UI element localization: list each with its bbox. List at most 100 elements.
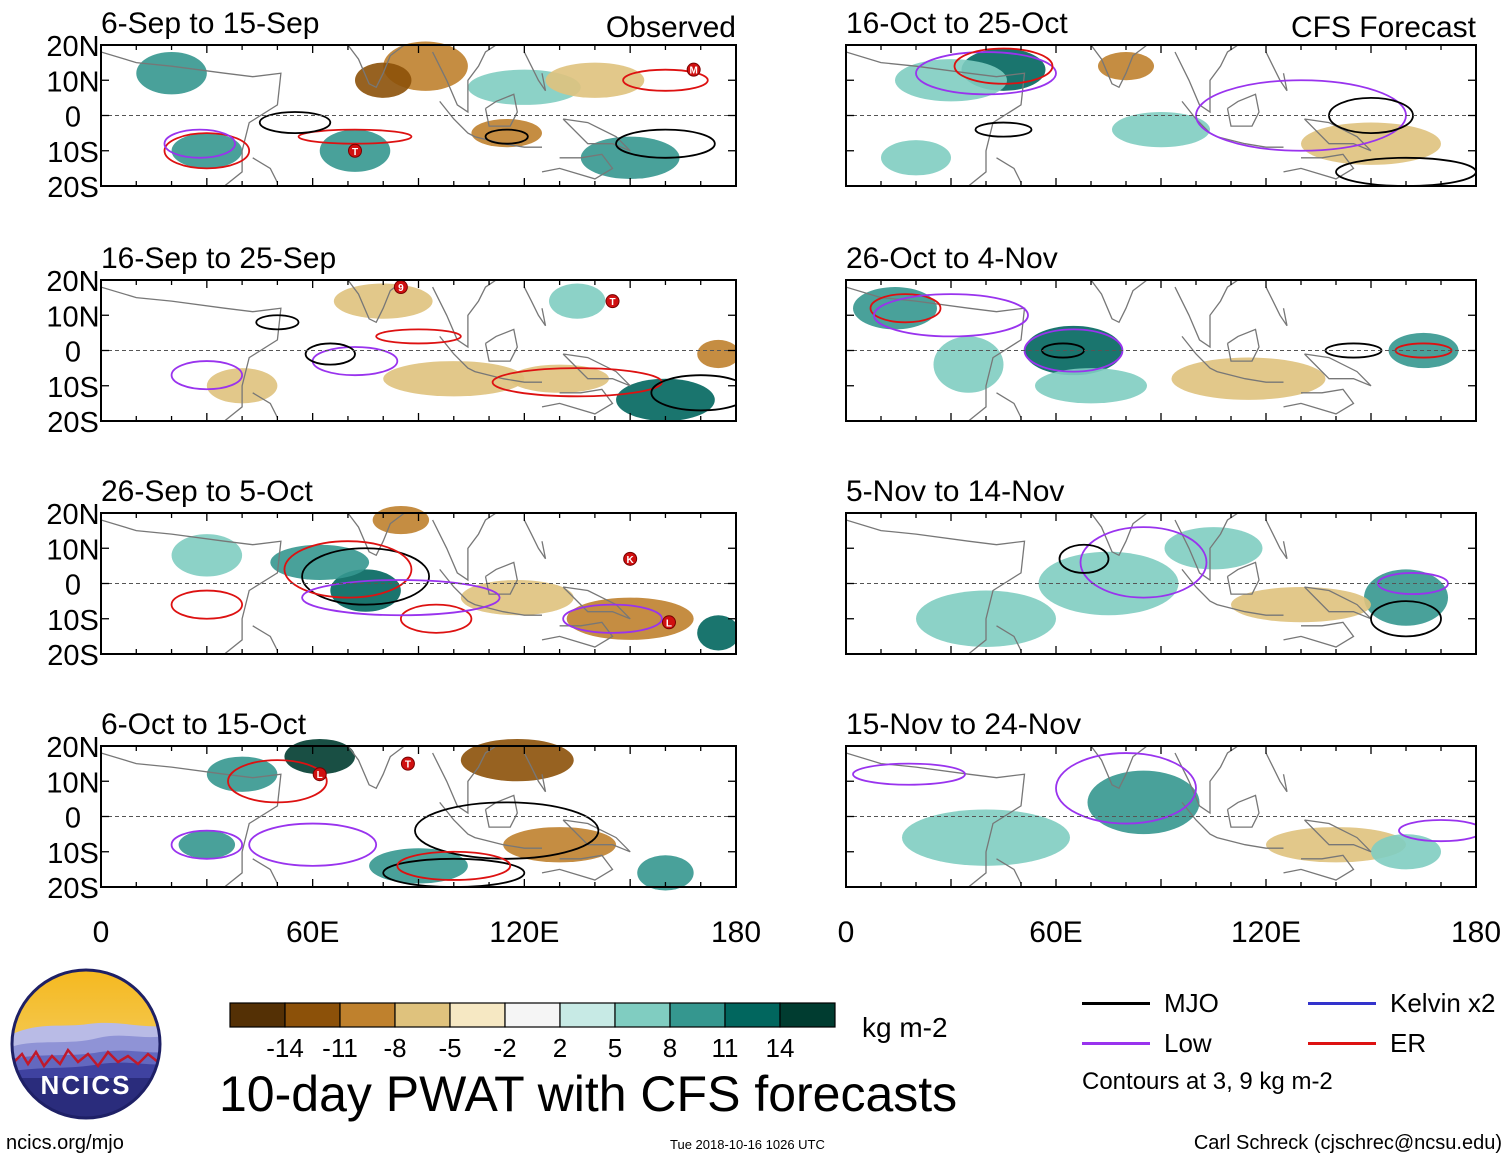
anomaly-shade: [1112, 111, 1210, 148]
coastline: [101, 752, 282, 888]
coastline: [562, 586, 631, 620]
y-tick-label: 10S: [47, 838, 99, 870]
anomaly-shade: [549, 283, 606, 319]
coastline: [1174, 44, 1239, 114]
legend-line-er: [1308, 1042, 1376, 1045]
anomaly-shade: [1231, 587, 1371, 623]
coastline: [252, 625, 278, 651]
coastline: [347, 512, 405, 557]
legend-item-kelvin: Kelvin x2: [1308, 988, 1496, 1019]
coastline: [432, 44, 497, 114]
coastline: [101, 51, 282, 187]
panel-title: 16-Oct to 25-Oct: [846, 7, 1068, 40]
figure-title: 10-day PWAT with CFS forecasts: [219, 1066, 958, 1122]
anomaly-shade: [1364, 569, 1448, 626]
low-contour: [1079, 526, 1208, 599]
panel-title: 16-Sep to 25-Sep: [101, 242, 336, 275]
colorbar-tick-label: 11: [712, 1033, 739, 1063]
x-tick-label: 0: [93, 916, 110, 949]
contour-note: Contours at 3, 9 kg m-2: [1082, 1068, 1333, 1095]
coastline: [1174, 279, 1239, 349]
coastline: [541, 153, 614, 180]
coastline: [484, 93, 518, 127]
er-contour: [375, 328, 462, 345]
anomaly-field: [846, 745, 1476, 888]
anomaly-shade: [580, 136, 680, 179]
colorbar-tick-label: -14: [266, 1033, 304, 1063]
coastline: [484, 328, 518, 362]
coastline: [523, 519, 547, 560]
coastline: [541, 388, 614, 415]
anomaly-shade: [383, 361, 525, 397]
coastline: [996, 858, 1022, 884]
y-tick-label: 10N: [46, 767, 99, 799]
anomaly-shade: [881, 140, 951, 176]
colorbar-tick-label: -8: [383, 1033, 406, 1063]
storm-marker: [623, 551, 638, 566]
anomaly-field: [101, 505, 736, 655]
coastline: [1226, 794, 1260, 828]
panel-title: 5-Nov to 14-Nov: [846, 475, 1064, 508]
er-contour: [163, 132, 251, 170]
legend-item-mjo: MJO: [1082, 988, 1219, 1019]
x-tick-label: 120E: [489, 916, 559, 949]
coastline: [101, 519, 282, 655]
coastline: [347, 745, 405, 790]
coastline: [846, 752, 1026, 888]
mjo-contour: [304, 342, 356, 366]
y-tick-label: 0: [65, 337, 81, 369]
ncics-logo-text: NCICS: [41, 1070, 132, 1100]
coastline: [439, 568, 542, 616]
mjo-contour: [258, 111, 332, 135]
anomaly-field: [846, 44, 1476, 187]
anomaly-shade: [895, 59, 1007, 102]
low-contour: [163, 128, 236, 159]
anomaly-shade: [510, 364, 609, 393]
y-tick-label: 10S: [47, 137, 99, 169]
er-contour: [297, 128, 413, 145]
coastline: [1090, 44, 1148, 89]
y-tick-label: 0: [65, 803, 81, 835]
storm-label: T: [352, 147, 358, 158]
y-tick-label: 20S: [47, 407, 99, 439]
mjo-contour: [615, 128, 716, 159]
panel-title: 6-Oct to 15-Oct: [101, 708, 307, 741]
anomaly-shade: [933, 336, 1004, 393]
footer-url: ncics.org/mjo: [6, 1132, 124, 1154]
colorbar-swatch: [669, 1002, 726, 1028]
anomaly-shade: [355, 62, 412, 98]
anomaly-shade: [171, 133, 243, 169]
storm-label: T: [405, 760, 411, 771]
anomaly-field: [101, 738, 694, 891]
coastline: [1226, 93, 1260, 127]
panel-source-label: Observed: [606, 11, 736, 44]
y-tick-label: 20S: [47, 873, 99, 905]
coastline: [562, 353, 631, 387]
coastline: [541, 854, 614, 881]
coastline: [484, 561, 518, 595]
legend-item-low: Low: [1082, 1028, 1212, 1059]
coastline: [846, 519, 1026, 655]
colorbar-tick-label: -11: [322, 1033, 358, 1063]
anomaly-shade: [1035, 368, 1147, 404]
storm-label: 9: [398, 283, 404, 294]
x-tick-label: 180: [711, 916, 761, 949]
coastline: [541, 621, 614, 648]
coastline: [1304, 118, 1372, 152]
anomaly-shade: [284, 738, 355, 775]
anomaly-shade: [460, 579, 574, 616]
panel-6: 26-Oct to 4-Nov: [845, 242, 1477, 422]
coastline: [439, 335, 542, 383]
coastline: [1265, 752, 1288, 793]
er-contour: [622, 68, 709, 92]
coastline: [252, 157, 278, 183]
storm-marker: [312, 767, 327, 782]
mjo-contour: [414, 801, 600, 860]
er-contour: [953, 47, 1054, 85]
colorbar-tick-label: -5: [438, 1033, 461, 1063]
storm-marker: [605, 294, 620, 309]
